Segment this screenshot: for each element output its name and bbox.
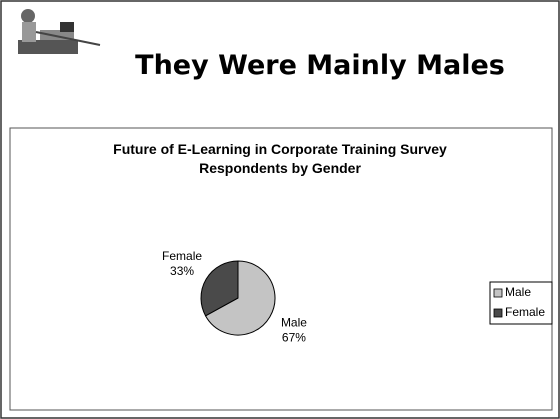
data-label-value: 33% bbox=[170, 264, 194, 278]
data-label-value: 67% bbox=[282, 330, 306, 344]
legend-swatch bbox=[494, 289, 502, 297]
data-label-category: Male bbox=[281, 315, 307, 329]
chart-title: Future of E-Learning in Corporate Traini… bbox=[80, 140, 480, 178]
data-label-category: Female bbox=[162, 249, 202, 263]
legend-label: Female bbox=[505, 305, 545, 319]
legend-swatch bbox=[494, 309, 502, 317]
legend-label: Male bbox=[505, 285, 531, 299]
slide: Male67%Female33%MaleFemale They Were Mai… bbox=[0, 0, 560, 419]
slide-title: They Were Mainly Males bbox=[100, 50, 540, 81]
